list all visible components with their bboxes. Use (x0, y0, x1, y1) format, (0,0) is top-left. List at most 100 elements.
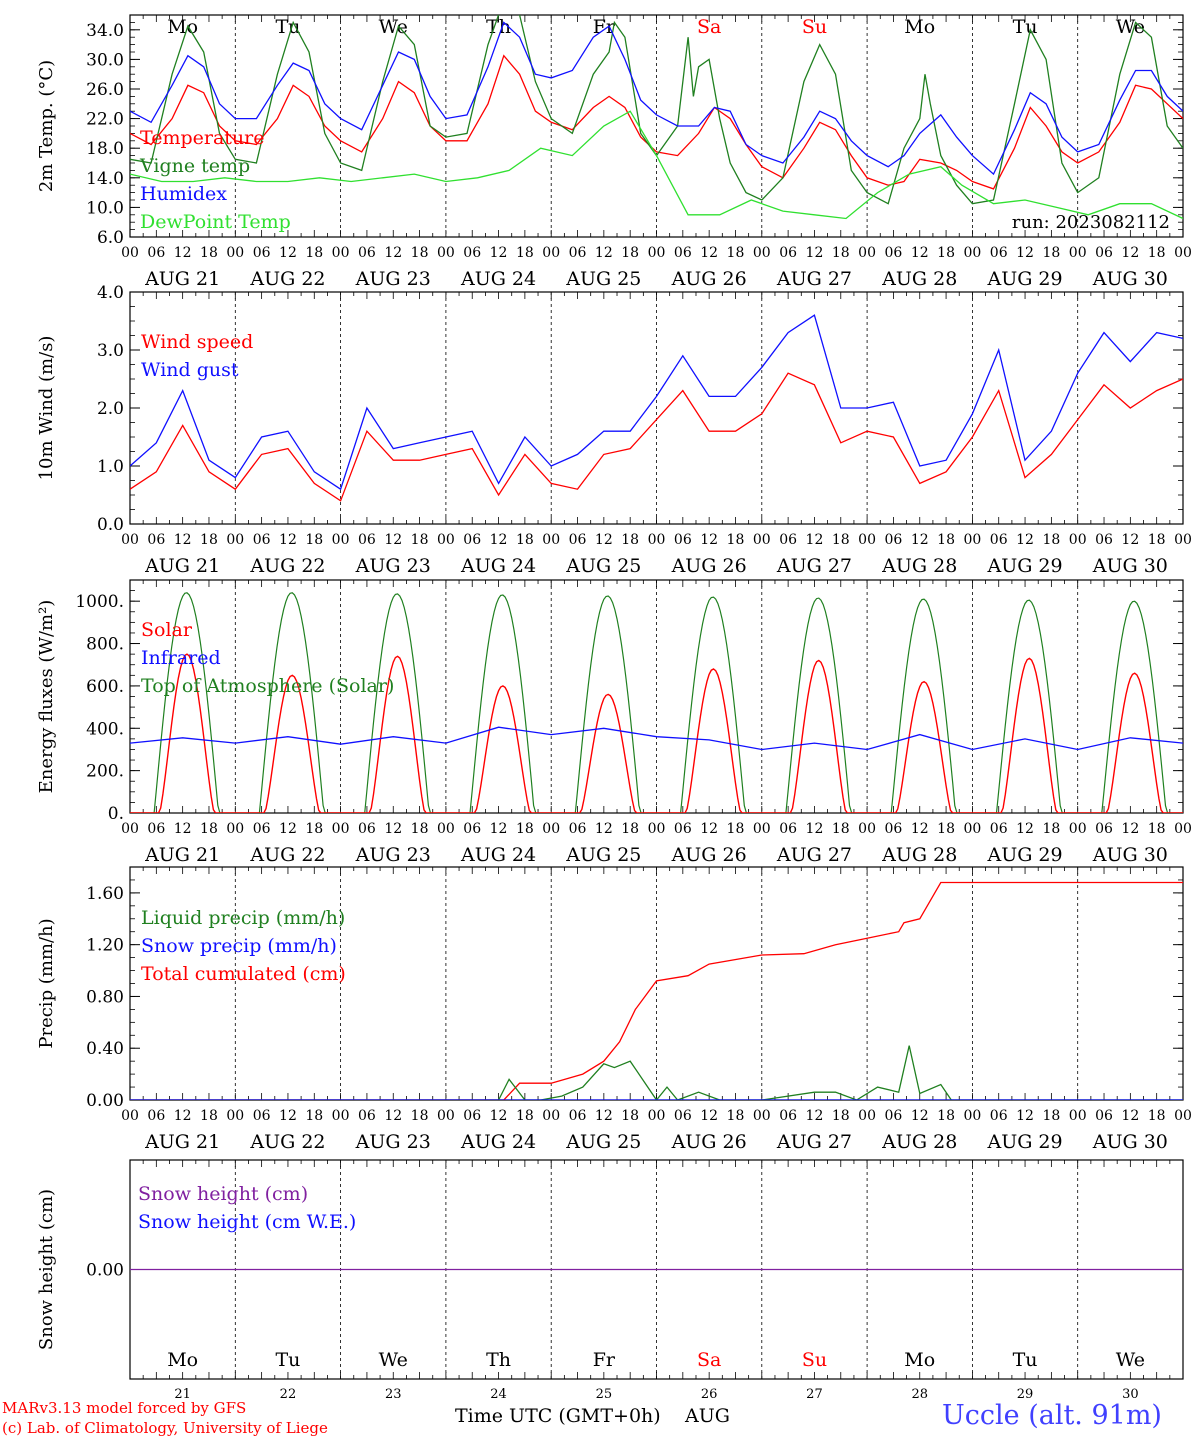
weekday-label: Tu (1013, 16, 1038, 38)
series-line-total-cumulated-cm- (130, 881, 1183, 1100)
hour-tick-label: 18 (200, 1108, 218, 1124)
day-number-label: 21 (174, 1387, 191, 1402)
hour-tick-label: 12 (1121, 245, 1139, 261)
date-label: AUG 29 (986, 1131, 1062, 1153)
y-axis-label: Snow height (cm) (36, 1189, 57, 1350)
hour-tick-label: 18 (1148, 245, 1166, 261)
legend-entry: Wind speed (141, 331, 253, 353)
date-label: AUG 29 (986, 268, 1062, 290)
series-line-toa-solar (130, 592, 1183, 813)
hour-tick-label: 18 (1042, 821, 1060, 837)
hour-tick-label: 18 (727, 532, 745, 548)
hour-tick-label: 06 (358, 532, 376, 548)
hour-tick-label: 18 (516, 1108, 534, 1124)
hour-tick-label: 00 (1069, 532, 1087, 548)
series-line-humidex (130, 21, 1183, 176)
hour-tick-label: 18 (832, 245, 850, 261)
hour-tick-label: 00 (542, 1108, 560, 1124)
hour-tick-label: 18 (200, 821, 218, 837)
hour-tick-label: 00 (542, 532, 560, 548)
station-label: Uccle (alt. 91m) (942, 1400, 1162, 1431)
hour-tick-label: 06 (885, 532, 903, 548)
lab-credit: (c) Lab. of Climatology, University of L… (2, 1419, 328, 1437)
legend-entry: Snow height (cm) (138, 1183, 308, 1205)
date-label: AUG 23 (355, 555, 431, 577)
hour-tick-label: 12 (279, 245, 297, 261)
hour-tick-label: 12 (1016, 1108, 1034, 1124)
hour-tick-label: 00 (1069, 1108, 1087, 1124)
date-label: AUG 24 (460, 844, 536, 866)
hour-tick-label: 12 (700, 245, 718, 261)
date-label: AUG 23 (355, 844, 431, 866)
date-label: AUG 25 (565, 844, 641, 866)
legend-entry: Liquid precip (mm/h) (141, 907, 345, 929)
hour-tick-label: 00 (226, 821, 244, 837)
hour-tick-label: 12 (911, 532, 929, 548)
date-label: AUG 25 (565, 555, 641, 577)
hour-tick-label: 00 (1174, 245, 1192, 261)
weekday-label: Su (802, 16, 827, 38)
hour-tick-label: 12 (806, 821, 824, 837)
y-axis-label: 10m Wind (m/s) (36, 336, 57, 481)
weekday-label: Fr (593, 16, 616, 38)
day-number-label: 30 (1122, 1387, 1139, 1402)
weekday-label: Sa (697, 16, 721, 38)
hour-tick-label: 00 (437, 1108, 455, 1124)
hour-tick-label: 12 (174, 245, 192, 261)
hour-tick-label: 12 (911, 245, 929, 261)
hour-tick-label: 12 (279, 532, 297, 548)
hour-tick-label: 12 (279, 821, 297, 837)
date-label: AUG 30 (1092, 1131, 1168, 1153)
hour-tick-label: 00 (753, 1108, 771, 1124)
hour-tick-label: 00 (332, 821, 350, 837)
date-label: AUG 23 (355, 1131, 431, 1153)
hour-tick-label: 00 (858, 245, 876, 261)
hour-tick-label: 12 (806, 1108, 824, 1124)
series-line-dewpoint-temp (130, 110, 1183, 220)
series-line-infrared (130, 726, 1183, 751)
legend-entry: Wind gust (141, 359, 239, 381)
hour-tick-label: 06 (674, 1108, 692, 1124)
x-axis-month: AUG (685, 1405, 730, 1427)
date-label: AUG 27 (776, 844, 852, 866)
hour-tick-label: 12 (700, 1108, 718, 1124)
day-number-label: 24 (490, 1387, 507, 1402)
hour-tick-label: 00 (963, 1108, 981, 1124)
date-label: AUG 30 (1092, 268, 1168, 290)
hour-tick-label: 06 (674, 245, 692, 261)
day-number-label: 22 (280, 1387, 297, 1402)
legend-entry: Vigne temp (139, 155, 250, 177)
hour-tick-label: 00 (753, 532, 771, 548)
hour-tick-label: 18 (937, 532, 955, 548)
weekday-label: Mo (904, 16, 935, 38)
legend-entry: Infrared (141, 647, 221, 669)
hour-tick-label: 00 (858, 1108, 876, 1124)
hour-tick-label: 06 (779, 245, 797, 261)
date-label: AUG 26 (671, 844, 747, 866)
hour-tick-label: 06 (463, 821, 481, 837)
y-tick-label: 0.80 (86, 987, 124, 1007)
hour-tick-label: 12 (384, 821, 402, 837)
series-line-wind-speed (130, 372, 1183, 502)
hour-tick-label: 18 (1042, 1108, 1060, 1124)
series-group (130, 15, 1183, 220)
run-label: run: 2023082112 (1012, 212, 1170, 233)
hour-tick-label: 18 (516, 821, 534, 837)
date-label: AUG 27 (776, 555, 852, 577)
day-number-label: 28 (911, 1387, 928, 1402)
hour-tick-label: 12 (490, 1108, 508, 1124)
weekday-label: We (1116, 1349, 1145, 1371)
weekday-label: Mo (167, 1349, 198, 1371)
hour-tick-label: 06 (990, 245, 1008, 261)
hour-tick-label: 06 (253, 245, 271, 261)
weekday-label: We (379, 16, 408, 38)
date-label: AUG 27 (776, 1131, 852, 1153)
hour-tick-label: 18 (1148, 821, 1166, 837)
weekday-label: Tu (275, 16, 300, 38)
series-line-vigne-temp (130, 15, 1183, 205)
y-tick-label: 400. (86, 719, 124, 739)
hour-tick-label: 00 (332, 245, 350, 261)
hour-tick-label: 00 (858, 532, 876, 548)
hour-tick-label: 12 (490, 532, 508, 548)
date-label: AUG 30 (1092, 555, 1168, 577)
